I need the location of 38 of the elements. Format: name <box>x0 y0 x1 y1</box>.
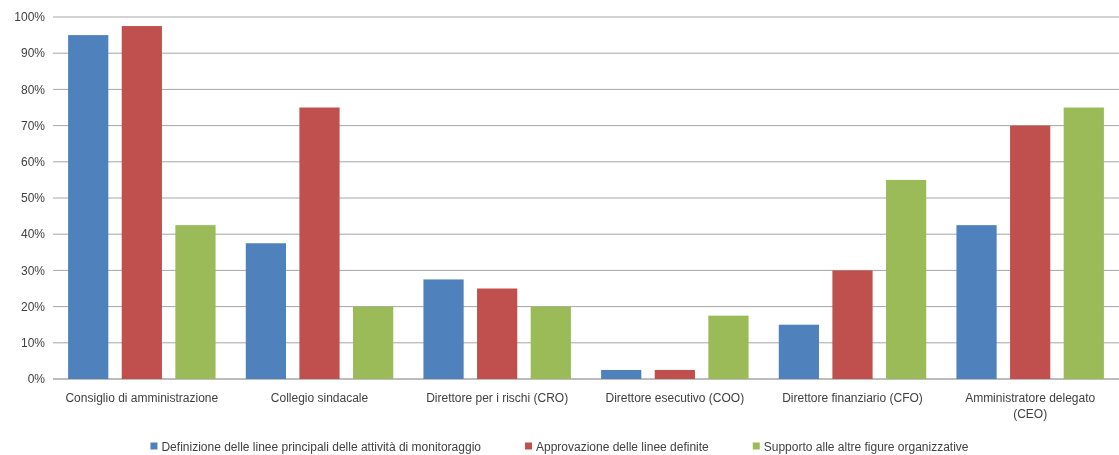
x-tick-label: Amministratore delegato (CEO) <box>965 391 1096 421</box>
y-tick-label: 70% <box>20 118 46 133</box>
legend-label: Approvazione delle linee definite <box>535 439 710 454</box>
y-tick-label: 10% <box>20 336 46 350</box>
bar <box>530 306 571 379</box>
bar <box>477 288 518 379</box>
y-tick-label: 60% <box>20 155 46 169</box>
bar <box>832 270 873 379</box>
y-tick-label: 30% <box>20 263 46 278</box>
bar <box>299 107 340 379</box>
bar <box>175 225 216 379</box>
y-tick-label: 40% <box>20 227 46 242</box>
bar <box>1063 107 1104 379</box>
bar <box>886 179 927 379</box>
bar <box>68 35 109 379</box>
bar <box>423 279 464 379</box>
bar <box>708 315 749 379</box>
x-tick-label: Direttore esecutivo (COO) <box>605 391 745 405</box>
legend-label: Definizione delle linee principali delle attività di monitoraggio <box>161 439 482 454</box>
x-tick-label: Consiglio di amministrazione <box>65 391 219 405</box>
y-tick-label: 50% <box>20 191 46 206</box>
bar <box>654 369 695 379</box>
legend-label: Supporto alle altre figure organizzative <box>763 439 969 454</box>
x-tick-label: Direttore finanziario (CFO) <box>782 391 923 405</box>
y-tick-label: 20% <box>20 299 46 314</box>
x-tick-label: Collegio sindacale <box>270 391 369 405</box>
y-tick-label: 100% <box>14 10 46 25</box>
bar <box>778 324 819 379</box>
x-tick-label: Direttore per i rischi (CRO) <box>426 391 569 405</box>
bar <box>245 243 286 379</box>
bar <box>1010 125 1051 379</box>
bar <box>601 369 642 379</box>
y-tick-label: 80% <box>20 82 46 97</box>
bar <box>956 225 997 379</box>
y-tick-label: 0% <box>27 372 46 387</box>
y-tick-label: 90% <box>20 46 46 61</box>
bar <box>353 306 394 379</box>
bar <box>121 26 162 379</box>
